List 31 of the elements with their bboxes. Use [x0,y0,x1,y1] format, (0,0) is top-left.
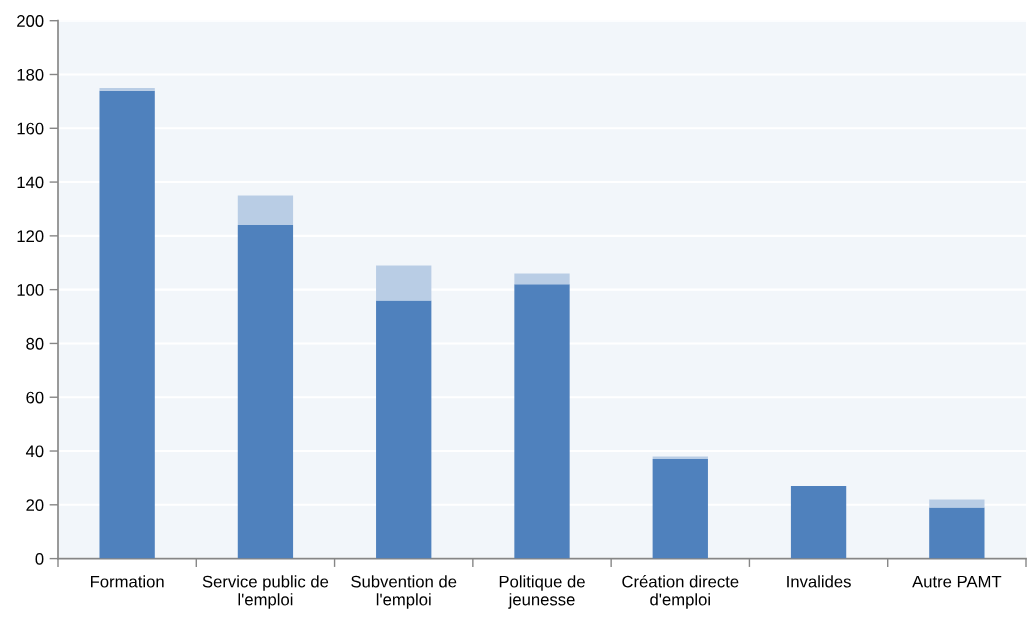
bar [99,87,155,91]
y-tick-label: 60 [26,391,44,404]
x-tick-label: Invalides [787,575,851,588]
y-tick-label: 100 [17,284,44,296]
x-tick-label: Subvention de l'emploi [351,575,457,609]
y-tick-label: 120 [17,230,44,243]
bar [929,499,985,508]
x-tick-label: Formation [91,575,164,588]
y-tick-label: 160 [17,122,44,135]
y-tick-label: 40 [25,445,44,458]
bar [514,273,570,285]
y-tick-label: 20 [26,499,44,512]
bar [929,507,985,559]
bar [376,265,432,301]
y-tick-label: 180 [17,68,44,81]
y-tick-label: 0 [35,553,44,565]
bar [514,284,570,559]
bar [652,456,708,460]
y-tick-label: 80 [26,337,44,350]
bar [652,459,708,559]
x-tick-label: Autre PAMT [912,575,1002,588]
bar [790,485,847,559]
y-tick-label: 140 [17,176,44,189]
bar [99,90,155,559]
bar [376,300,432,559]
y-tick-label: 200 [17,15,44,27]
bar [237,225,294,559]
bar [237,195,294,226]
x-tick-label: Politique de jeunesse [499,575,585,609]
x-tick-label: Service public de l'emploi [202,575,329,609]
x-tick-label: Création directe d'emploi [622,575,739,609]
